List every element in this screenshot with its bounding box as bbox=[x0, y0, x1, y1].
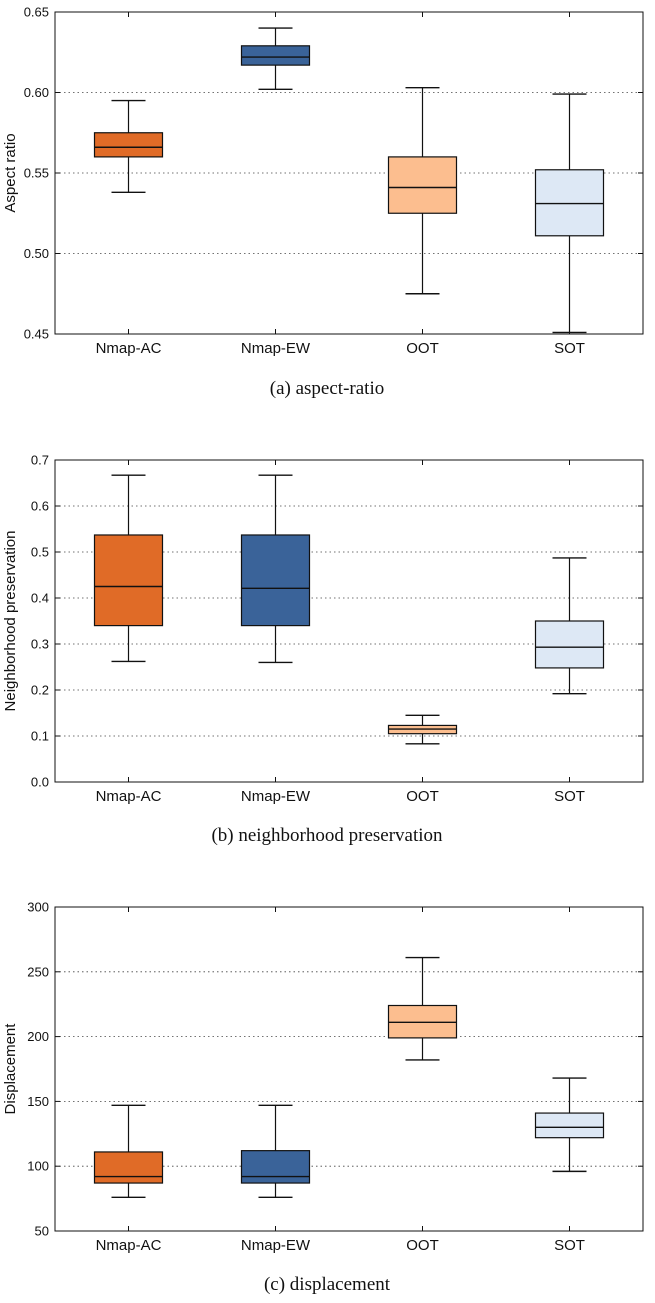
panel-caption: (c) displacement bbox=[264, 1274, 391, 1295]
iqr-box bbox=[93, 534, 164, 627]
x-axis-ticks: Nmap-AC Nmap-EW OOT SOT bbox=[96, 12, 585, 357]
gridlines bbox=[55, 971, 643, 1167]
iqr-box bbox=[240, 1150, 311, 1184]
x-tick-label: SOT bbox=[554, 340, 585, 357]
gridlines bbox=[55, 92, 643, 254]
y-axis-label: Displacement bbox=[2, 1023, 19, 1115]
x-axis-ticks: Nmap-AC Nmap-EW OOT SOT bbox=[96, 460, 585, 805]
box-nmap-ac bbox=[93, 1104, 164, 1199]
box-nmap-ac bbox=[93, 99, 164, 194]
y-tick-label: 150 bbox=[27, 1094, 49, 1109]
x-tick-label: SOT bbox=[554, 788, 585, 805]
neighborhood-preservation-panel: 0.0 0.1 0.2 0.3 0.4 0.5 0.6 0.7 Nmap-AC Nmap-EW O… bbox=[2, 453, 644, 846]
y-axis-ticks: 0.45 0.50 0.55 0.60 0.65 bbox=[24, 5, 643, 342]
iqr-box bbox=[240, 45, 311, 66]
x-tick-label: SOT bbox=[554, 1237, 585, 1254]
box-nmap-ew bbox=[240, 474, 311, 664]
x-tick-label: OOT bbox=[406, 788, 439, 805]
aspect-ratio-panel: 0.45 0.50 0.55 0.60 0.65 Nmap-AC Nmap-EW OOT SO… bbox=[2, 5, 644, 399]
iqr-box bbox=[240, 534, 311, 627]
iqr-box bbox=[534, 169, 605, 237]
y-tick-label: 0.7 bbox=[31, 453, 49, 468]
box-sot bbox=[534, 1077, 605, 1173]
y-tick-label: 0.3 bbox=[31, 637, 49, 652]
box-sot bbox=[534, 557, 605, 695]
y-tick-label: 0.4 bbox=[31, 591, 49, 606]
x-tick-label: Nmap-AC bbox=[96, 1237, 162, 1254]
y-tick-label: 0.50 bbox=[24, 246, 49, 261]
y-tick-label: 0.65 bbox=[24, 5, 49, 20]
y-tick-label: 0.5 bbox=[31, 545, 49, 560]
gridlines bbox=[55, 505, 643, 737]
box-nmap-ew bbox=[240, 1104, 311, 1199]
y-axis-label: Aspect ratio bbox=[2, 133, 19, 212]
y-tick-label: 250 bbox=[27, 964, 49, 979]
y-tick-label: 300 bbox=[27, 900, 49, 915]
box-oot bbox=[387, 714, 458, 745]
y-axis-label: Neighborhood preservation bbox=[2, 531, 19, 712]
x-axis-ticks: Nmap-AC Nmap-EW OOT SOT bbox=[96, 907, 585, 1254]
displacement-panel: 50 100 150 200 250 300 Nmap-AC Nmap-EW OOT SOT D… bbox=[2, 900, 644, 1295]
y-tick-label: 0.1 bbox=[31, 729, 49, 744]
y-tick-label: 0.60 bbox=[24, 85, 49, 100]
x-tick-label: Nmap-EW bbox=[241, 1237, 311, 1254]
y-tick-label: 0.2 bbox=[31, 683, 49, 698]
iqr-box bbox=[93, 132, 164, 158]
iqr-box bbox=[534, 620, 605, 669]
box-series bbox=[93, 27, 605, 334]
x-tick-label: OOT bbox=[406, 340, 439, 357]
y-axis-ticks: 50 100 150 200 250 300 bbox=[27, 900, 643, 1239]
iqr-box bbox=[534, 1112, 605, 1139]
x-tick-label: Nmap-EW bbox=[241, 788, 311, 805]
y-tick-label: 0.0 bbox=[31, 775, 49, 790]
box-series bbox=[93, 474, 605, 745]
y-tick-label: 50 bbox=[35, 1224, 49, 1239]
y-tick-label: 200 bbox=[27, 1029, 49, 1044]
iqr-box bbox=[93, 1151, 164, 1184]
panel-caption: (b) neighborhood preservation bbox=[211, 825, 443, 846]
box-oot bbox=[387, 956, 458, 1061]
y-tick-label: 0.6 bbox=[31, 499, 49, 514]
x-tick-label: Nmap-AC bbox=[96, 788, 162, 805]
x-tick-label: Nmap-AC bbox=[96, 340, 162, 357]
box-series bbox=[93, 956, 605, 1199]
panel-caption: (a) aspect-ratio bbox=[270, 378, 384, 399]
y-tick-label: 0.45 bbox=[24, 327, 49, 342]
y-tick-label: 0.55 bbox=[24, 166, 49, 181]
x-tick-label: Nmap-EW bbox=[241, 340, 311, 357]
box-oot bbox=[387, 86, 458, 295]
y-axis-ticks: 0.0 0.1 0.2 0.3 0.4 0.5 0.6 0.7 bbox=[31, 453, 643, 790]
iqr-box bbox=[387, 156, 458, 214]
box-nmap-ac bbox=[93, 474, 164, 663]
y-tick-label: 100 bbox=[27, 1159, 49, 1174]
x-tick-label: OOT bbox=[406, 1237, 439, 1254]
box-sot bbox=[534, 93, 605, 334]
box-nmap-ew bbox=[240, 27, 311, 90]
